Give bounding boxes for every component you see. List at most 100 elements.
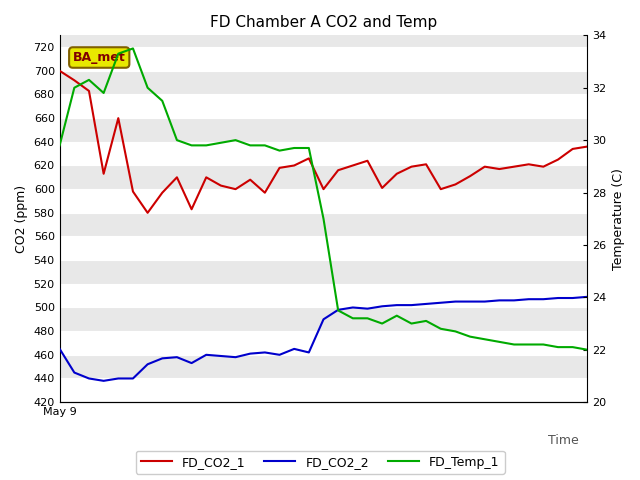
- FD_Temp_1: [129, 46, 137, 51]
- FD_CO2_2: [466, 299, 474, 304]
- FD_CO2_2: [334, 307, 342, 313]
- FD_CO2_1: [569, 146, 577, 152]
- FD_Temp_1: [100, 90, 108, 96]
- FD_CO2_1: [540, 164, 547, 169]
- FD_CO2_2: [56, 346, 63, 352]
- FD_CO2_2: [305, 349, 313, 355]
- FD_Temp_1: [364, 315, 371, 321]
- FD_Temp_1: [85, 77, 93, 83]
- FD_CO2_1: [378, 185, 386, 191]
- FD_CO2_1: [129, 189, 137, 194]
- FD_CO2_1: [305, 156, 313, 161]
- FD_Temp_1: [70, 85, 78, 91]
- FD_CO2_1: [246, 177, 254, 182]
- FD_Temp_1: [554, 344, 562, 350]
- FD_CO2_2: [437, 300, 445, 306]
- FD_CO2_1: [202, 174, 210, 180]
- FD_CO2_2: [408, 302, 415, 308]
- FD_CO2_1: [188, 206, 195, 212]
- FD_CO2_1: [525, 161, 532, 167]
- Line: FD_CO2_1: FD_CO2_1: [60, 71, 588, 213]
- FD_Temp_1: [481, 336, 488, 342]
- FD_Temp_1: [319, 216, 327, 222]
- FD_CO2_2: [291, 346, 298, 352]
- FD_CO2_2: [584, 294, 591, 300]
- FD_Temp_1: [584, 347, 591, 353]
- FD_Temp_1: [422, 318, 430, 324]
- FD_CO2_2: [159, 356, 166, 361]
- FD_CO2_1: [422, 161, 430, 167]
- FD_CO2_1: [437, 186, 445, 192]
- FD_Temp_1: [510, 342, 518, 348]
- FD_CO2_2: [188, 360, 195, 366]
- FD_Temp_1: [540, 342, 547, 348]
- Bar: [60, 237, 588, 260]
- FD_Temp_1: [202, 143, 210, 148]
- FD_CO2_2: [100, 378, 108, 384]
- FD_Temp_1: [437, 326, 445, 332]
- FD_Temp_1: [188, 143, 195, 148]
- Title: FD Chamber A CO2 and Temp: FD Chamber A CO2 and Temp: [210, 15, 437, 30]
- Bar: [60, 331, 588, 355]
- Bar: [60, 284, 588, 308]
- FD_CO2_2: [144, 361, 152, 367]
- FD_CO2_2: [217, 353, 225, 359]
- Bar: [60, 47, 588, 71]
- FD_CO2_1: [291, 163, 298, 168]
- FD_CO2_2: [261, 349, 269, 355]
- FD_Temp_1: [246, 143, 254, 148]
- Bar: [60, 95, 588, 118]
- Line: FD_CO2_2: FD_CO2_2: [60, 297, 588, 381]
- FD_Temp_1: [378, 321, 386, 326]
- FD_CO2_1: [554, 156, 562, 162]
- FD_CO2_2: [364, 306, 371, 312]
- FD_Temp_1: [349, 315, 356, 321]
- FD_Temp_1: [452, 328, 460, 334]
- FD_Temp_1: [408, 321, 415, 326]
- FD_Temp_1: [466, 334, 474, 339]
- FD_Temp_1: [495, 339, 503, 345]
- Bar: [60, 189, 588, 213]
- FD_CO2_2: [129, 375, 137, 381]
- FD_Temp_1: [334, 308, 342, 313]
- Bar: [60, 378, 588, 402]
- FD_CO2_2: [422, 301, 430, 307]
- FD_CO2_1: [276, 165, 284, 171]
- Legend: FD_CO2_1, FD_CO2_2, FD_Temp_1: FD_CO2_1, FD_CO2_2, FD_Temp_1: [136, 451, 504, 474]
- Text: Time: Time: [548, 434, 579, 447]
- Text: BA_met: BA_met: [73, 51, 125, 64]
- FD_CO2_1: [56, 68, 63, 74]
- FD_CO2_2: [495, 298, 503, 303]
- FD_CO2_1: [144, 210, 152, 216]
- FD_Temp_1: [276, 148, 284, 154]
- FD_Temp_1: [261, 143, 269, 148]
- FD_CO2_1: [115, 115, 122, 121]
- FD_CO2_1: [466, 173, 474, 179]
- FD_Temp_1: [144, 85, 152, 91]
- FD_CO2_1: [408, 164, 415, 169]
- FD_Temp_1: [232, 137, 239, 143]
- FD_Temp_1: [159, 98, 166, 104]
- FD_CO2_1: [319, 186, 327, 192]
- FD_CO2_1: [232, 186, 239, 192]
- FD_Temp_1: [291, 145, 298, 151]
- FD_CO2_1: [452, 181, 460, 187]
- FD_Temp_1: [393, 313, 401, 319]
- FD_CO2_1: [349, 163, 356, 168]
- FD_CO2_1: [510, 164, 518, 169]
- FD_Temp_1: [569, 344, 577, 350]
- FD_CO2_1: [364, 158, 371, 164]
- FD_Temp_1: [217, 140, 225, 145]
- FD_CO2_1: [393, 171, 401, 177]
- FD_CO2_1: [495, 166, 503, 172]
- FD_CO2_2: [378, 303, 386, 309]
- FD_CO2_1: [173, 174, 180, 180]
- Bar: [60, 142, 588, 166]
- FD_CO2_2: [202, 352, 210, 358]
- FD_Temp_1: [305, 145, 313, 151]
- Y-axis label: CO2 (ppm): CO2 (ppm): [15, 185, 28, 253]
- FD_CO2_2: [481, 299, 488, 304]
- FD_CO2_2: [319, 316, 327, 322]
- FD_CO2_1: [159, 190, 166, 195]
- FD_CO2_2: [510, 298, 518, 303]
